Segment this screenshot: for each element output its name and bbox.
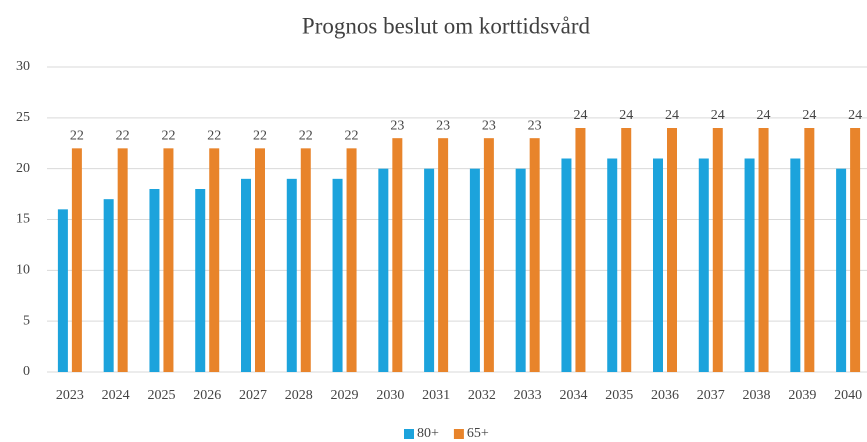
data-label: 24: [757, 108, 771, 123]
x-tick-label: 2027: [239, 388, 267, 403]
bar: [561, 158, 572, 372]
bar: [117, 148, 128, 372]
bar: [653, 158, 663, 372]
data-label: 22: [345, 129, 359, 144]
x-tick-label: 2029: [331, 388, 359, 403]
x-tick-label: 2035: [605, 388, 633, 403]
bar: [103, 199, 114, 372]
bar: [392, 138, 403, 372]
bar: [469, 168, 480, 372]
chart-title: Prognos beslut om korttidsvård: [302, 13, 591, 38]
data-label: 24: [711, 108, 725, 123]
bar: [195, 189, 206, 372]
bar: [744, 158, 755, 372]
data-label: 22: [299, 129, 313, 144]
x-tick-label: 2033: [514, 388, 542, 403]
x-tick-label: 2040: [834, 388, 862, 403]
x-tick-label: 2037: [697, 388, 725, 403]
bar: [850, 128, 861, 372]
data-label: 22: [207, 129, 221, 144]
bar: [332, 178, 343, 372]
data-label: 23: [528, 118, 542, 133]
bar: [286, 178, 297, 372]
bar: [424, 168, 435, 372]
bar: [804, 128, 815, 372]
bar: [149, 189, 160, 372]
bar: [300, 148, 311, 372]
x-tick-label: 2024: [102, 388, 130, 403]
y-tick-label: 25: [16, 110, 30, 125]
bar: [71, 148, 82, 372]
data-label: 24: [802, 108, 816, 123]
y-tick-label: 10: [16, 263, 30, 278]
x-tick-label: 2036: [651, 388, 679, 403]
bar: [209, 148, 220, 372]
x-tick-label: 2039: [788, 388, 816, 403]
data-label: 23: [482, 118, 496, 133]
y-tick-label: 5: [23, 313, 30, 328]
bar: [515, 168, 526, 372]
bar: [529, 138, 540, 372]
x-tick-label: 2023: [56, 388, 84, 403]
bar: [483, 138, 494, 372]
data-label: 22: [161, 129, 175, 144]
legend-label: 65+: [467, 426, 489, 441]
x-tick-label: 2030: [376, 388, 404, 403]
x-tick-label: 2032: [468, 388, 496, 403]
y-tick-label: 15: [16, 212, 30, 227]
bar: [57, 209, 68, 372]
bar: [346, 148, 357, 372]
data-label: 22: [253, 129, 267, 144]
x-tick-label: 2025: [147, 388, 175, 403]
bar: [621, 128, 632, 372]
bar: [438, 138, 449, 372]
bar: [575, 128, 586, 372]
x-tick-label: 2026: [193, 388, 221, 403]
data-label: 23: [390, 118, 404, 133]
y-tick-label: 20: [16, 161, 30, 176]
bar: [255, 148, 265, 372]
bar: [607, 158, 618, 372]
y-tick-label: 30: [16, 59, 30, 74]
x-tick-label: 2031: [422, 388, 450, 403]
bar: [712, 128, 723, 372]
bar: [667, 128, 677, 372]
data-label: 22: [116, 129, 130, 144]
bar: [698, 158, 709, 372]
legend-swatch: [453, 429, 464, 439]
bar: [836, 168, 847, 372]
data-label: 23: [436, 118, 450, 133]
bar: [790, 158, 801, 372]
x-tick-label: 2034: [559, 388, 587, 403]
bar: [378, 168, 389, 372]
data-label: 24: [848, 108, 862, 123]
x-tick-label: 2028: [285, 388, 313, 403]
bar: [758, 128, 769, 372]
data-label: 22: [70, 129, 84, 144]
legend-swatch: [404, 429, 414, 439]
y-tick-label: 0: [23, 364, 30, 379]
bar: [163, 148, 174, 372]
x-tick-label: 2038: [743, 388, 771, 403]
data-label: 24: [619, 108, 633, 123]
bar: [241, 178, 251, 372]
data-label: 24: [573, 108, 587, 123]
legend-label: 80+: [417, 426, 439, 441]
data-label: 24: [665, 108, 679, 123]
